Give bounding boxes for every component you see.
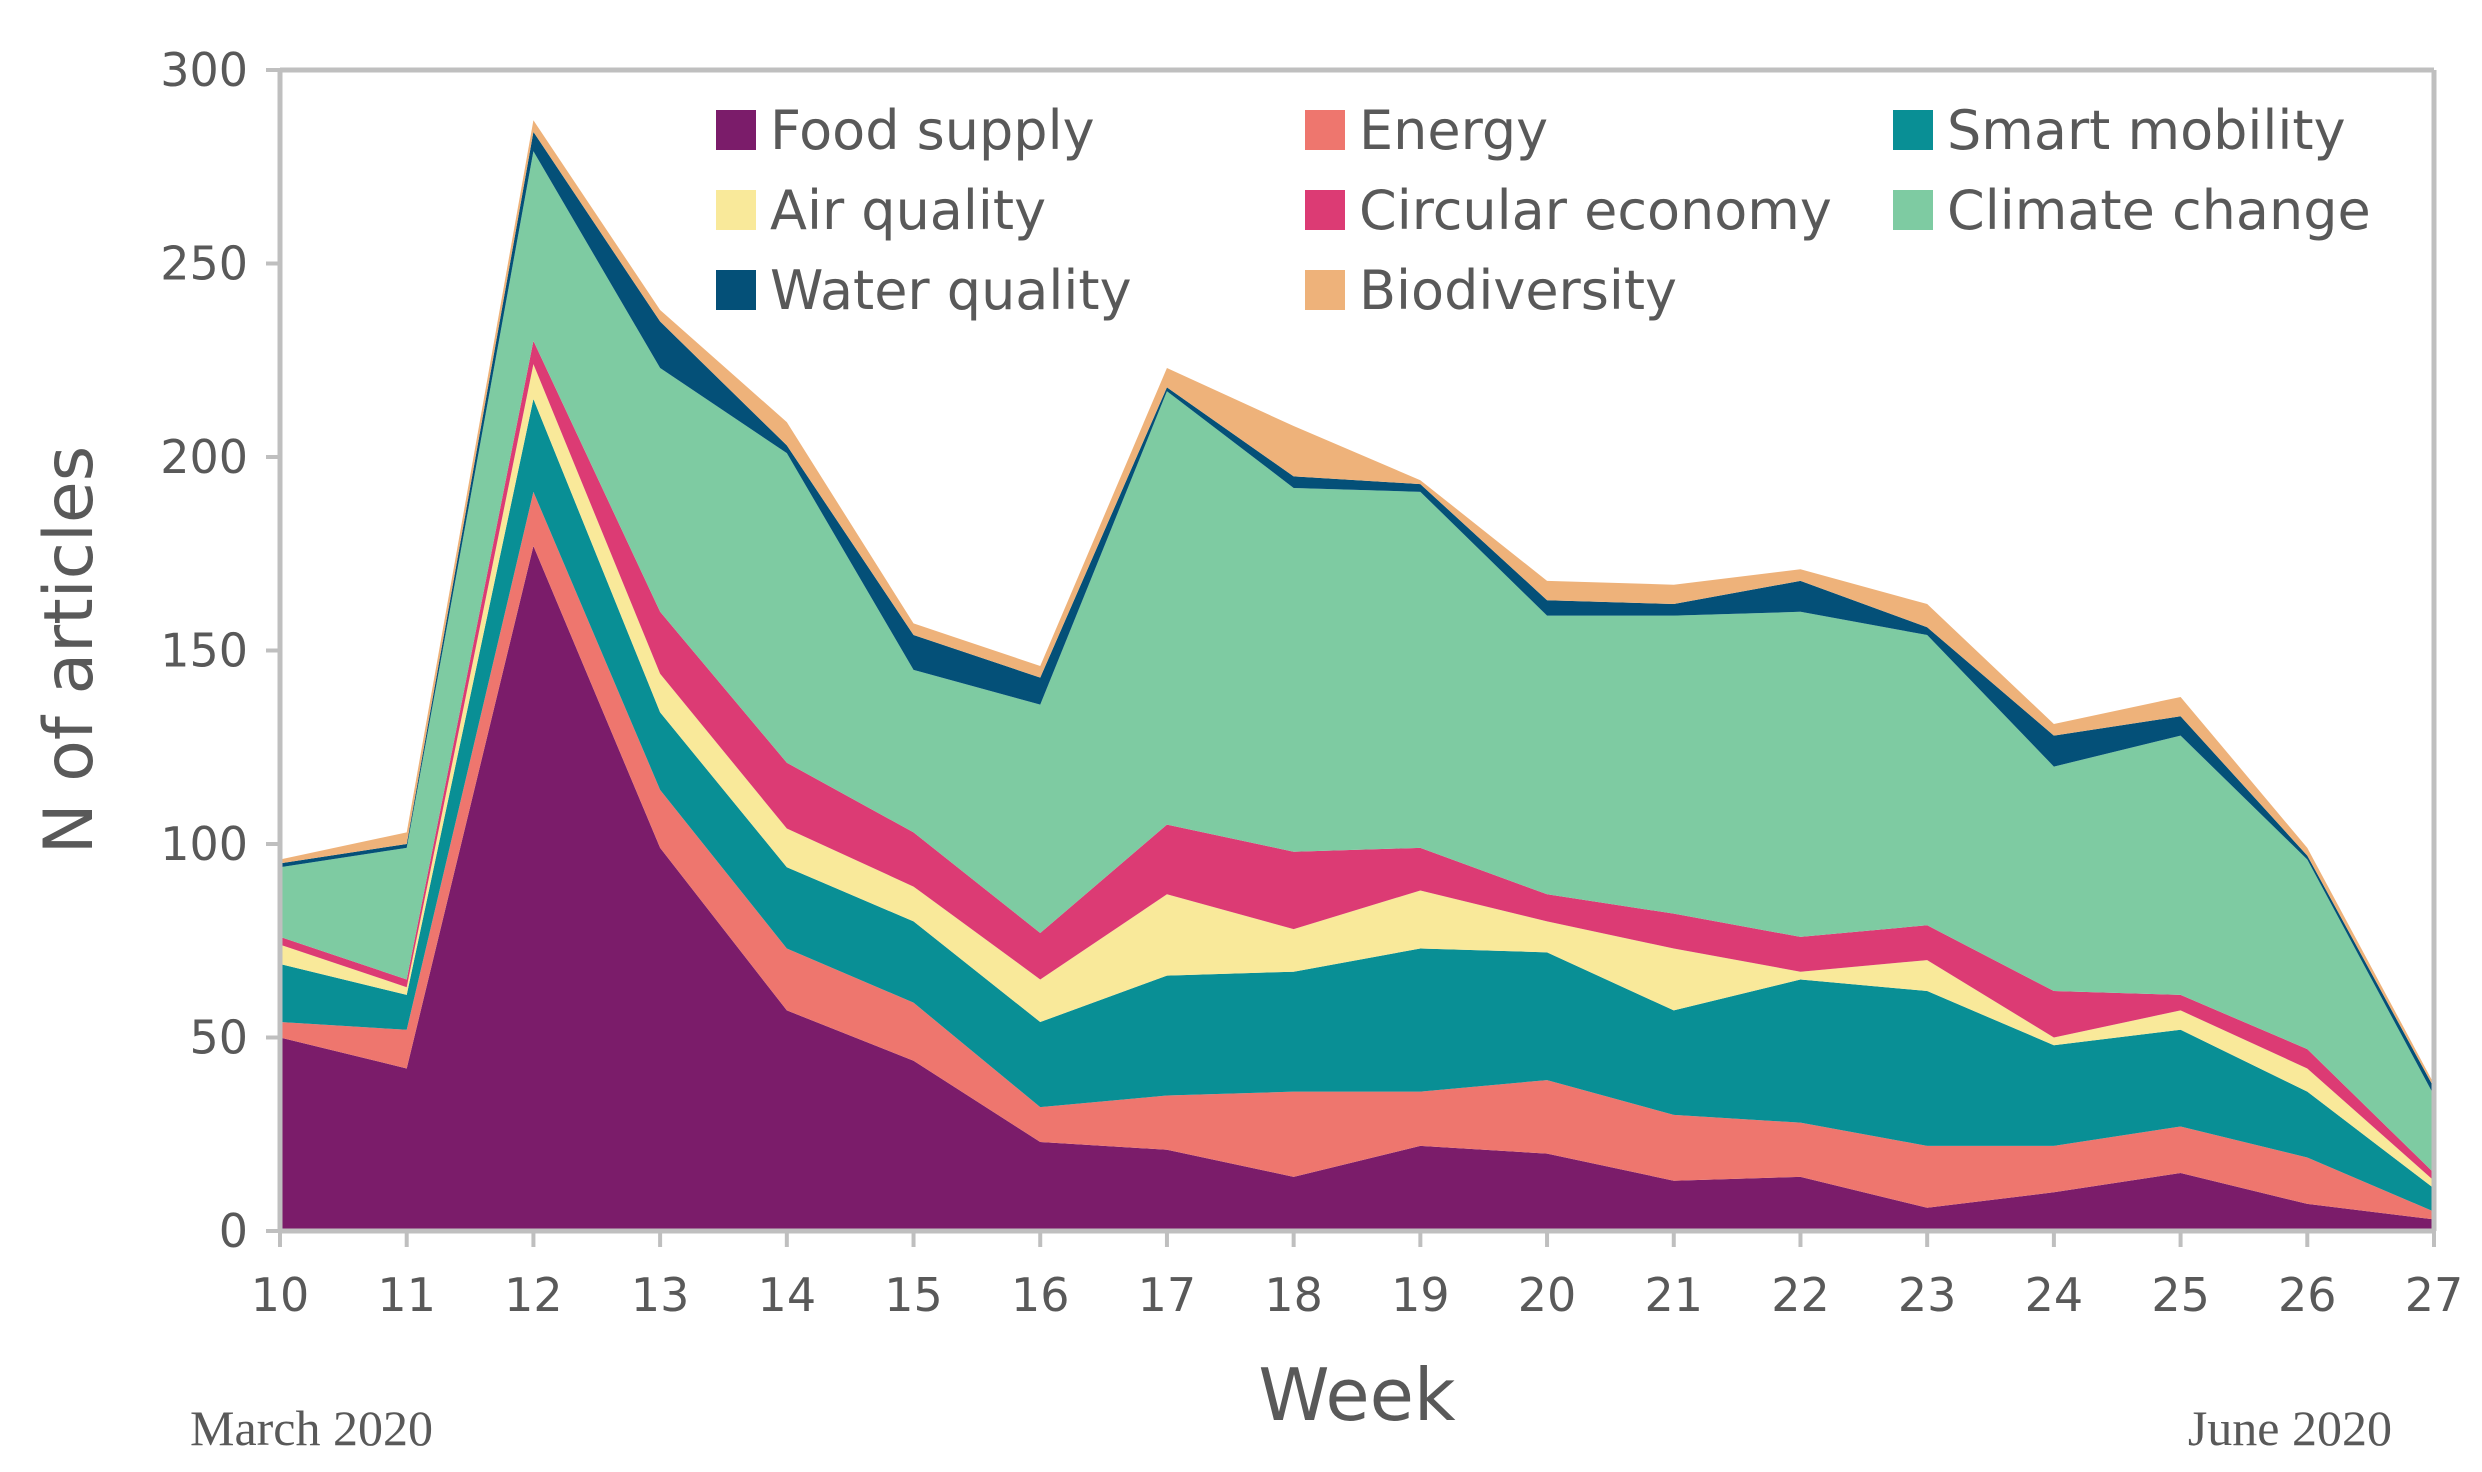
legend-label: Climate change: [1947, 179, 2371, 242]
legend-label: Food supply: [770, 99, 1095, 162]
legend-swatch: [716, 190, 756, 230]
legend-label: Smart mobility: [1947, 99, 2346, 162]
legend: Food supply Energy Smart mobility Air quali…: [716, 99, 2371, 322]
start-date-note: March 2020: [190, 1400, 433, 1456]
x-tick-label: 18: [1264, 1268, 1323, 1322]
area-layers: [280, 120, 2434, 1231]
x-tick-label: 17: [1138, 1268, 1197, 1322]
legend-item: Food supply: [716, 99, 1095, 162]
axes: 0 50 100 150 200 250 300 10 11 12 13 14 15 16 17 18 19 20…: [160, 43, 2463, 1322]
x-tick-label: 21: [1644, 1268, 1703, 1322]
legend-label: Air quality: [770, 179, 1046, 242]
x-tick-label: 13: [631, 1268, 690, 1322]
legend-item: Water quality: [716, 259, 1132, 322]
x-tick-label: 11: [377, 1268, 436, 1322]
x-tick-label: 22: [1771, 1268, 1830, 1322]
y-tick-label: 0: [219, 1204, 248, 1258]
legend-swatch: [716, 110, 756, 150]
x-tick-label: 23: [1898, 1268, 1957, 1322]
y-tick-label: 250: [160, 237, 248, 291]
x-tick-label: 16: [1011, 1268, 1070, 1322]
end-date-note: June 2020: [2188, 1400, 2392, 1456]
x-tick-label: 25: [2151, 1268, 2210, 1322]
y-tick-label: 150: [160, 624, 248, 678]
legend-swatch: [1305, 190, 1345, 230]
legend-label: Circular economy: [1359, 179, 1832, 242]
area-air-quality: [280, 364, 2434, 1189]
area-climate-change: [280, 151, 2434, 1173]
area-energy: [280, 491, 2434, 1220]
x-tick-label: 26: [2278, 1268, 2337, 1322]
legend-swatch: [1305, 110, 1345, 150]
x-tick-label: 15: [884, 1268, 943, 1322]
legend-label: Biodiversity: [1359, 259, 1677, 322]
legend-item: Biodiversity: [1305, 259, 1677, 322]
legend-swatch: [1893, 110, 1933, 150]
legend-label: Energy: [1359, 99, 1548, 162]
x-tick-label: 10: [251, 1268, 310, 1322]
legend-item: Circular economy: [1305, 179, 1832, 242]
area-food-supply: [280, 546, 2434, 1231]
legend-label: Water quality: [770, 259, 1132, 322]
y-tick-label: 50: [189, 1011, 248, 1065]
x-tick-label: 14: [758, 1268, 817, 1322]
x-tick-label: 20: [1518, 1268, 1577, 1322]
legend-item: Climate change: [1893, 179, 2371, 242]
y-tick-label: 200: [160, 430, 248, 484]
x-tick-label: 19: [1391, 1268, 1450, 1322]
y-axis-title: N of articles: [30, 446, 109, 854]
legend-item: Air quality: [716, 179, 1046, 242]
legend-swatch: [1893, 190, 1933, 230]
legend-swatch: [716, 270, 756, 310]
y-tick-label: 100: [160, 817, 248, 871]
legend-item: Energy: [1305, 99, 1548, 162]
legend-swatch: [1305, 270, 1345, 310]
x-tick-label: 12: [504, 1268, 563, 1322]
x-axis-title: Week: [1258, 1353, 1456, 1437]
x-tick-label: 24: [2025, 1268, 2084, 1322]
x-tick-label: 27: [2405, 1268, 2464, 1322]
y-tick-label: 300: [160, 43, 248, 97]
area-smart-mobility: [280, 398, 2434, 1212]
legend-item: Smart mobility: [1893, 99, 2346, 162]
